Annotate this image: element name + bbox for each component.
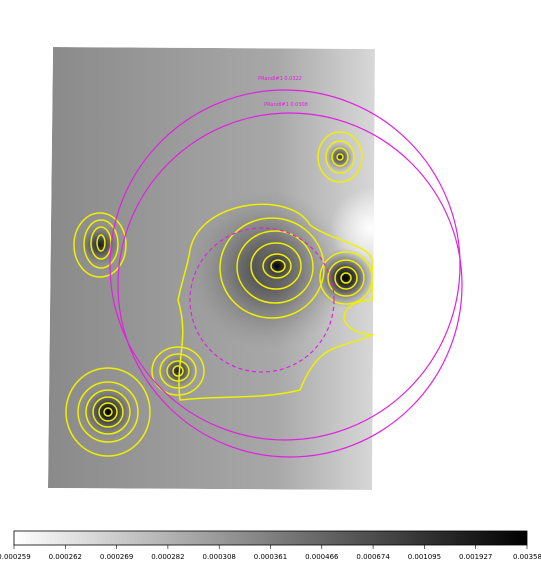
region-label: PRandI#1 0.0322 bbox=[258, 76, 302, 82]
colorbar-tick-label: 0.000674 bbox=[356, 553, 390, 561]
colorbar-ticks: 0.000259 0.000262 0.000269 0.000282 0.000308… bbox=[0, 545, 541, 561]
colorbar-tick-label: 0.001927 bbox=[459, 553, 492, 561]
colorbar-tick-label: 0.000259 bbox=[0, 553, 31, 561]
regions bbox=[109, 89, 463, 458]
colorbar-tick-label: 0.000308 bbox=[202, 553, 235, 561]
colorbar-tick-label: 0.000269 bbox=[100, 553, 133, 561]
colorbar-tick-label: 0.000361 bbox=[254, 553, 287, 561]
region-label: PRandI#1 0.0308 bbox=[264, 102, 308, 108]
image bbox=[48, 47, 375, 490]
contours bbox=[65, 131, 375, 457]
colorbar-tick-label: 0.001095 bbox=[408, 553, 441, 561]
colorbar-tick-label: 0.000262 bbox=[49, 553, 82, 561]
colorbar-tick-label: 0.000282 bbox=[151, 553, 184, 561]
colorbar bbox=[13, 530, 528, 546]
colorbar-tick-label: 0.000466 bbox=[305, 553, 339, 561]
colorbar-tick-label: 0.003583 bbox=[513, 553, 541, 561]
